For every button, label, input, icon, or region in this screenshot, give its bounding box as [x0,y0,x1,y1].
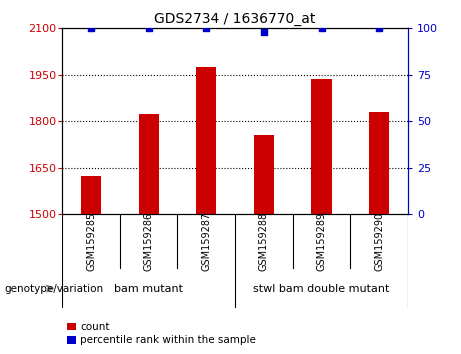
Point [145,25,152,31]
Text: GSM159290: GSM159290 [374,212,384,271]
Text: GSM159287: GSM159287 [201,212,211,271]
Bar [369,112,389,214]
Text: GSM159286: GSM159286 [144,212,154,271]
Bar [81,176,101,214]
Bar [196,67,216,214]
Point [375,25,383,31]
Title: GDS2734 / 1636770_at: GDS2734 / 1636770_at [154,12,316,26]
Bar [312,79,331,214]
Point [318,25,325,31]
Text: GSM159285: GSM159285 [86,212,96,271]
Bar [254,135,274,214]
Point [202,25,210,31]
Text: bam mutant: bam mutant [114,284,183,293]
Point [260,29,267,35]
Point [88,25,95,31]
Text: stwl bam double mutant: stwl bam double mutant [254,284,390,293]
Text: GSM159289: GSM159289 [317,212,326,271]
Legend: count, percentile rank within the sample: count, percentile rank within the sample [67,322,256,345]
Bar [139,114,159,214]
Text: genotype/variation: genotype/variation [5,284,104,293]
Text: GSM159288: GSM159288 [259,212,269,271]
